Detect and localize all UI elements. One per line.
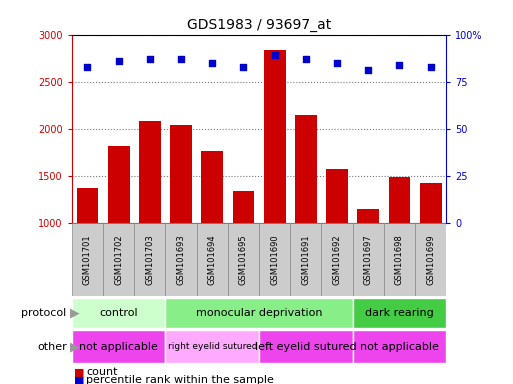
Point — [333, 60, 341, 66]
Bar — [232, 191, 254, 223]
Bar — [326, 169, 348, 223]
Text: dark rearing: dark rearing — [365, 308, 434, 318]
Point — [177, 56, 185, 62]
Bar — [228, 223, 259, 296]
Bar — [290, 223, 322, 296]
Bar — [259, 330, 353, 363]
Bar — [415, 223, 446, 296]
Bar — [353, 298, 446, 328]
Text: GSM101702: GSM101702 — [114, 234, 123, 285]
Point — [396, 61, 404, 68]
Bar — [388, 177, 410, 223]
Text: other: other — [37, 341, 67, 352]
Bar — [295, 116, 317, 223]
Text: GSM101701: GSM101701 — [83, 234, 92, 285]
Text: ▶: ▶ — [70, 306, 80, 319]
Bar — [76, 188, 98, 223]
Bar — [139, 121, 161, 223]
Text: percentile rank within the sample: percentile rank within the sample — [86, 375, 274, 384]
Bar — [420, 183, 442, 223]
Text: GSM101692: GSM101692 — [332, 234, 342, 285]
Text: ■: ■ — [74, 367, 85, 377]
Point — [208, 60, 216, 66]
Text: control: control — [100, 308, 138, 318]
Point — [83, 63, 91, 70]
Text: ▶: ▶ — [70, 340, 80, 353]
Point — [146, 56, 154, 62]
Text: monocular deprivation: monocular deprivation — [196, 308, 322, 318]
Bar — [201, 151, 223, 223]
Text: GSM101695: GSM101695 — [239, 234, 248, 285]
Point — [114, 58, 123, 64]
Bar — [103, 223, 134, 296]
Bar — [72, 223, 103, 296]
Bar — [353, 223, 384, 296]
Text: not applicable: not applicable — [79, 341, 158, 352]
Bar — [72, 298, 165, 328]
Point — [240, 63, 248, 70]
Bar — [384, 223, 415, 296]
Text: GSM101703: GSM101703 — [145, 234, 154, 285]
Point — [364, 67, 372, 73]
Text: left eyelid sutured: left eyelid sutured — [255, 341, 357, 352]
Point — [427, 63, 435, 70]
Bar — [196, 223, 228, 296]
Text: ■: ■ — [74, 375, 85, 384]
Bar — [358, 209, 379, 223]
Text: GSM101693: GSM101693 — [176, 234, 186, 285]
Point — [302, 56, 310, 62]
Text: GSM101690: GSM101690 — [270, 234, 279, 285]
Text: protocol: protocol — [22, 308, 67, 318]
Text: GSM101694: GSM101694 — [208, 234, 217, 285]
Text: right eyelid sutured: right eyelid sutured — [168, 342, 257, 351]
Bar — [108, 146, 130, 223]
Text: GSM101698: GSM101698 — [395, 234, 404, 285]
Point — [270, 52, 279, 58]
Text: not applicable: not applicable — [360, 341, 439, 352]
Bar — [165, 330, 259, 363]
Bar — [170, 125, 192, 223]
Bar — [353, 330, 446, 363]
Text: GSM101691: GSM101691 — [301, 234, 310, 285]
Bar — [259, 223, 290, 296]
Bar — [134, 223, 165, 296]
Text: count: count — [86, 367, 117, 377]
Text: GSM101697: GSM101697 — [364, 234, 373, 285]
Text: GSM101699: GSM101699 — [426, 234, 435, 285]
Title: GDS1983 / 93697_at: GDS1983 / 93697_at — [187, 18, 331, 32]
Bar — [322, 223, 353, 296]
Bar — [264, 50, 286, 223]
Bar — [72, 330, 165, 363]
Bar — [165, 223, 196, 296]
Bar — [165, 298, 353, 328]
